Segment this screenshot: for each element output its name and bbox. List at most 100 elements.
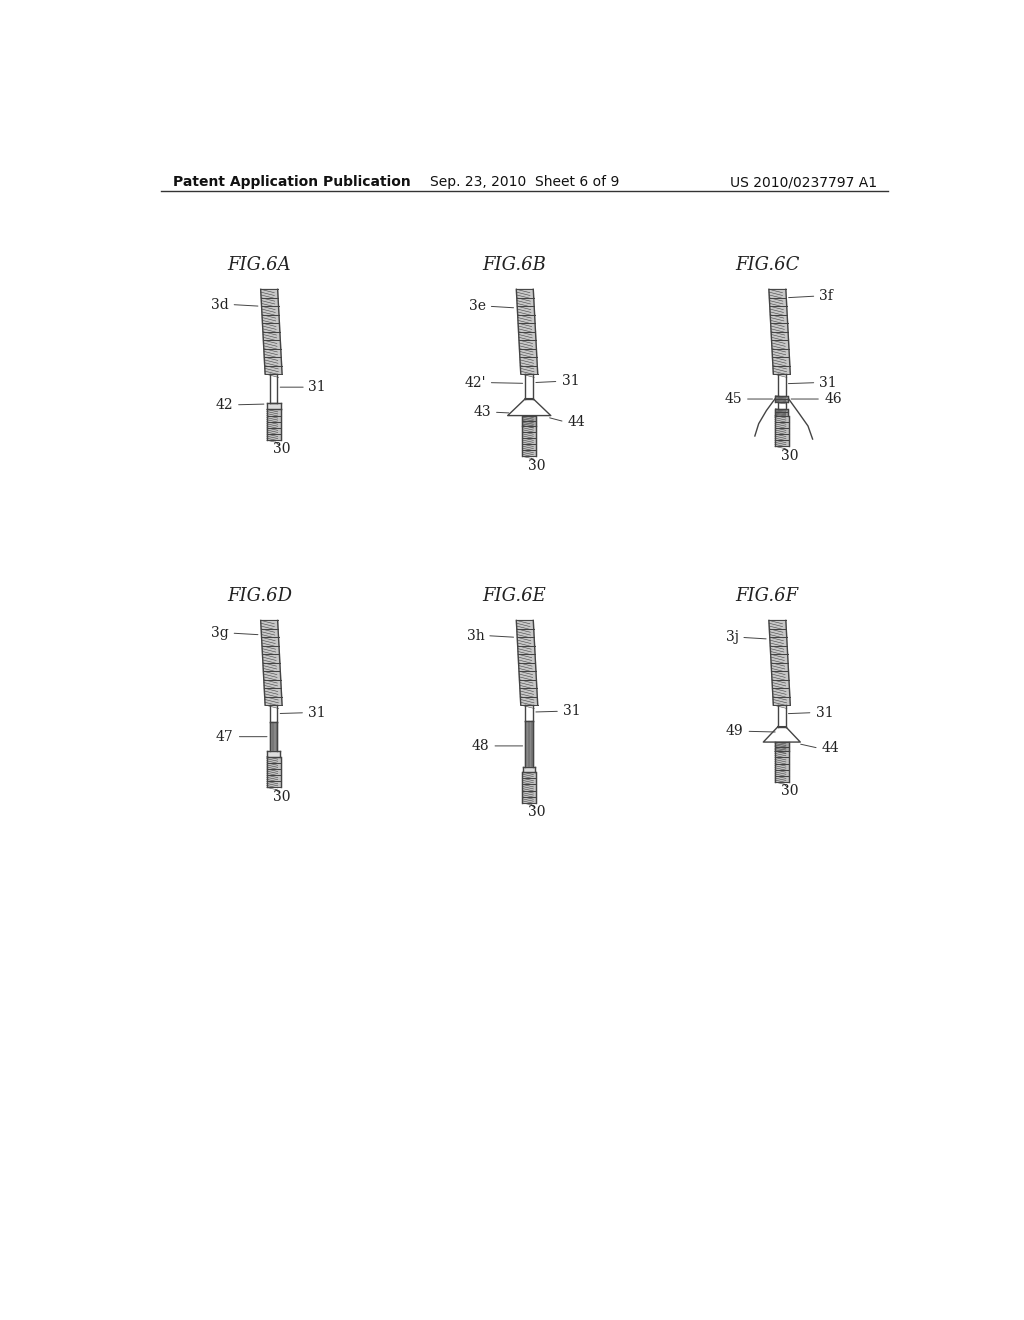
Text: 31: 31 [563, 705, 581, 718]
Polygon shape [264, 366, 282, 374]
Polygon shape [771, 671, 788, 680]
Text: 30: 30 [528, 805, 546, 820]
Polygon shape [266, 422, 281, 428]
Polygon shape [518, 331, 536, 341]
Polygon shape [266, 428, 281, 434]
Polygon shape [769, 298, 786, 306]
Text: FIG.6C: FIG.6C [735, 256, 800, 273]
Polygon shape [775, 434, 788, 441]
Text: 3g: 3g [211, 626, 229, 640]
Text: FIG.6B: FIG.6B [482, 256, 547, 273]
Polygon shape [772, 680, 790, 688]
Text: FIG.6E: FIG.6E [482, 587, 546, 605]
Polygon shape [775, 422, 788, 428]
Polygon shape [770, 314, 787, 323]
Polygon shape [772, 688, 790, 697]
Polygon shape [775, 747, 788, 751]
Polygon shape [517, 298, 535, 306]
Text: FIG.6F: FIG.6F [735, 587, 798, 605]
Polygon shape [522, 425, 537, 432]
Polygon shape [771, 663, 788, 671]
Text: 48: 48 [472, 739, 489, 752]
Text: 30: 30 [272, 442, 290, 457]
Polygon shape [775, 428, 788, 434]
Polygon shape [525, 705, 534, 721]
Polygon shape [267, 751, 280, 756]
Polygon shape [520, 366, 538, 374]
Polygon shape [269, 374, 278, 404]
Text: 49: 49 [726, 725, 743, 738]
Polygon shape [266, 416, 281, 422]
Polygon shape [525, 374, 534, 399]
Polygon shape [778, 374, 785, 396]
Polygon shape [261, 298, 279, 306]
Polygon shape [775, 758, 788, 763]
Polygon shape [775, 751, 788, 758]
Polygon shape [771, 323, 788, 331]
Polygon shape [266, 763, 281, 770]
Text: 3h: 3h [467, 628, 484, 643]
Polygon shape [519, 680, 537, 688]
Polygon shape [263, 331, 281, 341]
Polygon shape [266, 756, 281, 763]
Text: 31: 31 [561, 375, 580, 388]
Polygon shape [775, 742, 788, 747]
Polygon shape [775, 399, 788, 403]
Polygon shape [266, 409, 281, 416]
Text: Sep. 23, 2010  Sheet 6 of 9: Sep. 23, 2010 Sheet 6 of 9 [430, 176, 620, 189]
Polygon shape [771, 655, 788, 663]
Polygon shape [266, 404, 281, 409]
Text: US 2010/0237797 A1: US 2010/0237797 A1 [730, 176, 878, 189]
Text: 30: 30 [272, 789, 290, 804]
Polygon shape [269, 722, 278, 751]
Polygon shape [516, 289, 534, 298]
Polygon shape [261, 306, 279, 314]
Polygon shape [523, 767, 535, 772]
Text: 30: 30 [780, 449, 799, 462]
Polygon shape [775, 776, 788, 781]
Polygon shape [261, 638, 279, 645]
Polygon shape [264, 348, 282, 358]
Polygon shape [263, 663, 281, 671]
Polygon shape [522, 438, 537, 444]
Polygon shape [522, 772, 537, 779]
Polygon shape [522, 779, 537, 784]
Polygon shape [775, 763, 788, 770]
Polygon shape [264, 688, 282, 697]
Text: Patent Application Publication: Patent Application Publication [173, 176, 411, 189]
Polygon shape [262, 314, 280, 323]
Polygon shape [522, 784, 537, 791]
Polygon shape [263, 671, 281, 680]
Text: 44: 44 [567, 414, 586, 429]
Polygon shape [516, 620, 534, 628]
Polygon shape [769, 620, 786, 628]
Text: 30: 30 [528, 458, 546, 473]
Text: 31: 31 [819, 376, 837, 389]
Polygon shape [770, 645, 787, 655]
Polygon shape [522, 450, 537, 457]
Polygon shape [522, 791, 537, 797]
Polygon shape [518, 663, 536, 671]
Polygon shape [770, 638, 787, 645]
Polygon shape [262, 645, 280, 655]
Text: 47: 47 [216, 730, 233, 743]
Polygon shape [778, 403, 785, 409]
Text: 3f: 3f [819, 289, 833, 304]
Polygon shape [770, 306, 787, 314]
Polygon shape [772, 358, 790, 366]
Polygon shape [261, 289, 279, 298]
Text: 42: 42 [216, 397, 233, 412]
Polygon shape [263, 341, 281, 348]
Polygon shape [775, 416, 788, 422]
Polygon shape [262, 655, 280, 663]
Polygon shape [769, 289, 786, 298]
Polygon shape [763, 726, 801, 742]
Text: 42': 42' [465, 376, 486, 389]
Polygon shape [261, 620, 279, 628]
Polygon shape [261, 628, 279, 638]
Polygon shape [522, 432, 537, 438]
Text: 45: 45 [724, 392, 741, 407]
Text: 30: 30 [780, 784, 799, 799]
Text: 3j: 3j [726, 631, 739, 644]
Text: FIG.6A: FIG.6A [226, 256, 291, 273]
